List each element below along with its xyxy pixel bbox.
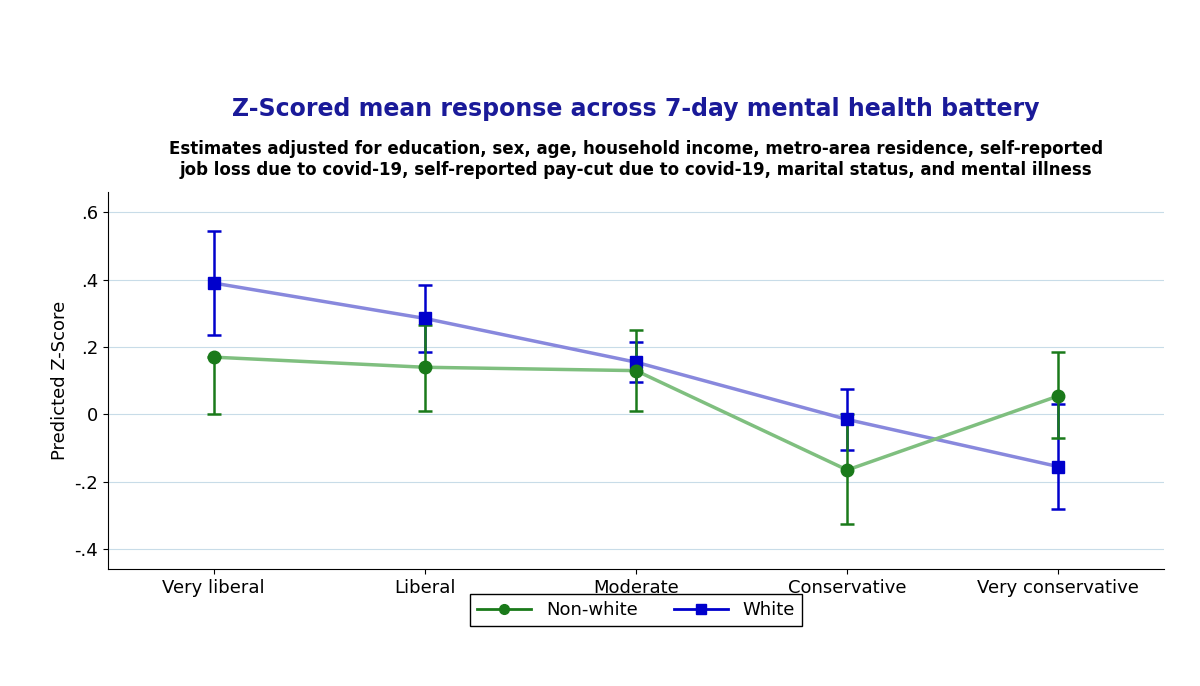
White bbox=[629, 358, 643, 366]
Non-white bbox=[418, 363, 432, 371]
White bbox=[1051, 462, 1066, 471]
Non-white bbox=[629, 366, 643, 375]
Y-axis label: Predicted Z-Score: Predicted Z-Score bbox=[50, 301, 68, 460]
Non-white bbox=[206, 353, 221, 362]
Legend: Non-white, White: Non-white, White bbox=[470, 594, 802, 626]
Text: Estimates adjusted for education, sex, age, household income, metro-area residen: Estimates adjusted for education, sex, a… bbox=[169, 140, 1103, 158]
White bbox=[418, 314, 432, 322]
Line: White: White bbox=[208, 276, 1064, 473]
White bbox=[840, 415, 854, 423]
Title: Z-Scored mean response across 7-day mental health battery: Z-Scored mean response across 7-day ment… bbox=[233, 97, 1039, 121]
Text: job loss due to covid-19, self-reported pay-cut due to covid-19, marital status,: job loss due to covid-19, self-reported … bbox=[180, 161, 1092, 179]
Line: Non-white: Non-white bbox=[208, 351, 1064, 476]
White bbox=[206, 279, 221, 287]
Non-white bbox=[1051, 392, 1066, 400]
Non-white bbox=[840, 466, 854, 474]
